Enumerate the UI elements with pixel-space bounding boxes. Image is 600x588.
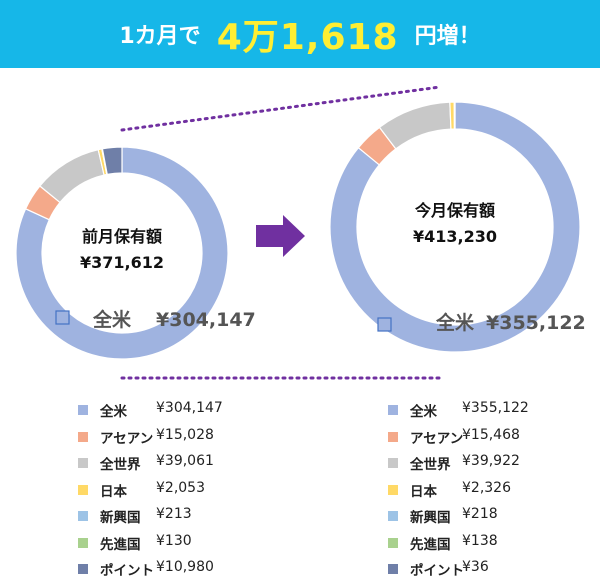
donut-slice-1 — [329, 101, 581, 353]
curr-highlight-value: ¥355,122 — [486, 312, 586, 334]
legend-label: 全米 — [410, 404, 437, 420]
legend-swatch — [78, 537, 88, 548]
legend-swatch — [78, 431, 88, 442]
legend-item: 全世界 ¥39,061 — [40, 453, 270, 480]
donut-charts-area: 前月保有額 ¥371,612 今月保有額 ¥413,230 全米 ¥304,14… — [15, 85, 586, 380]
legend-swatch — [388, 458, 398, 468]
legend-item: アセアン ¥15,468 — [350, 427, 580, 454]
legend-label: ポイント — [410, 563, 464, 579]
legend-item: 先進国 ¥130 — [40, 533, 270, 560]
legend-label: 先進国 — [100, 536, 141, 553]
legend-label: 新興国 — [410, 510, 451, 526]
legend-item: 日本 ¥2,053 — [40, 480, 270, 507]
legend-value: ¥15,028 — [156, 426, 214, 443]
donut-previous-month — [15, 146, 229, 360]
legend-swatch — [388, 405, 398, 415]
legend-swatch — [388, 537, 398, 548]
curr-total: ¥413,230 — [413, 227, 497, 246]
legend-item: ポイント ¥10,980 — [40, 559, 270, 586]
legend-value: ¥2,326 — [462, 479, 511, 496]
legend-label: 日本 — [100, 483, 127, 500]
legend-item: 全米 ¥304,147 — [40, 400, 270, 427]
prev-title: 前月保有額 — [82, 227, 162, 246]
curr-highlight-label: 全米 — [435, 311, 475, 334]
donut-slice-7 — [101, 146, 123, 176]
legend-swatch — [388, 511, 398, 521]
right-arrow-icon — [256, 215, 305, 257]
curr-title: 今月保有額 — [414, 201, 495, 220]
legend-value: ¥218 — [462, 506, 498, 522]
legend-value: ¥130 — [156, 532, 192, 549]
headline-prefix: 1カ月で — [119, 24, 201, 49]
donut-slice-1 — [15, 146, 229, 360]
legend-label: 全世界 — [410, 457, 451, 473]
curr-highlight-swatch — [377, 317, 392, 332]
legend-label: アセアン — [410, 430, 464, 447]
legend-value: ¥213 — [156, 506, 192, 522]
legend-label: 日本 — [410, 483, 437, 500]
legend-item: 日本 ¥2,326 — [350, 480, 580, 507]
prev-total: ¥371,612 — [80, 253, 164, 272]
donut-slice-3 — [39, 148, 105, 204]
headline-banner: 1カ月で 4万1,618 円増！ — [0, 0, 600, 68]
legend-label: 新興国 — [100, 510, 141, 526]
headline-amount: 4万1,618 — [216, 17, 399, 58]
donut-slice-3 — [378, 101, 452, 150]
legend-previous-month: 全米 ¥304,147 アセアン ¥15,028 全世界 ¥39,061 日本 ¥2,053 新… — [40, 400, 270, 586]
legend-swatch — [78, 484, 88, 495]
legend-item: ポイント ¥36 — [350, 559, 580, 586]
legend-swatch — [388, 564, 398, 574]
legend-value: ¥138 — [462, 532, 498, 549]
legend-value: ¥10,980 — [156, 559, 214, 575]
legend-swatch — [388, 484, 398, 495]
legend-value: ¥36 — [462, 559, 489, 575]
prev-highlight-value: ¥304,147 — [156, 309, 256, 331]
legend-label: アセアン — [100, 430, 154, 447]
legend-swatch — [78, 511, 88, 521]
legend-swatch — [388, 431, 398, 442]
legend-swatch — [78, 564, 88, 574]
legend-swatch — [78, 458, 88, 468]
legend-label: 全米 — [100, 404, 127, 420]
legend-label: 全世界 — [100, 457, 141, 473]
legend-item: 新興国 ¥213 — [40, 506, 270, 533]
headline-suffix: 円増！ — [414, 24, 481, 49]
legend-item: 先進国 ¥138 — [350, 533, 580, 560]
donut-current-month — [329, 101, 581, 353]
legend-value: ¥15,468 — [462, 426, 520, 443]
legend-value: ¥355,122 — [462, 400, 529, 416]
legend-value: ¥39,922 — [462, 453, 520, 469]
legend-value: ¥39,061 — [156, 453, 214, 469]
prev-highlight-label: 全米 — [92, 308, 132, 331]
legend-item: 新興国 ¥218 — [350, 506, 580, 533]
legend-item: 全米 ¥355,122 — [350, 400, 580, 427]
legend-value: ¥2,053 — [156, 479, 205, 496]
legend-swatch — [78, 405, 88, 415]
legend-label: 先進国 — [410, 536, 451, 553]
legend-value: ¥304,147 — [156, 400, 223, 416]
legend-item: アセアン ¥15,028 — [40, 427, 270, 454]
prev-highlight-swatch — [55, 310, 70, 325]
legend-current-month: 全米 ¥355,122 アセアン ¥15,468 全世界 ¥39,922 日本 ¥2,326 新… — [350, 400, 580, 586]
zoom-line-top — [120, 85, 442, 132]
legend-item: 全世界 ¥39,922 — [350, 453, 580, 480]
legend-label: ポイント — [100, 563, 154, 579]
